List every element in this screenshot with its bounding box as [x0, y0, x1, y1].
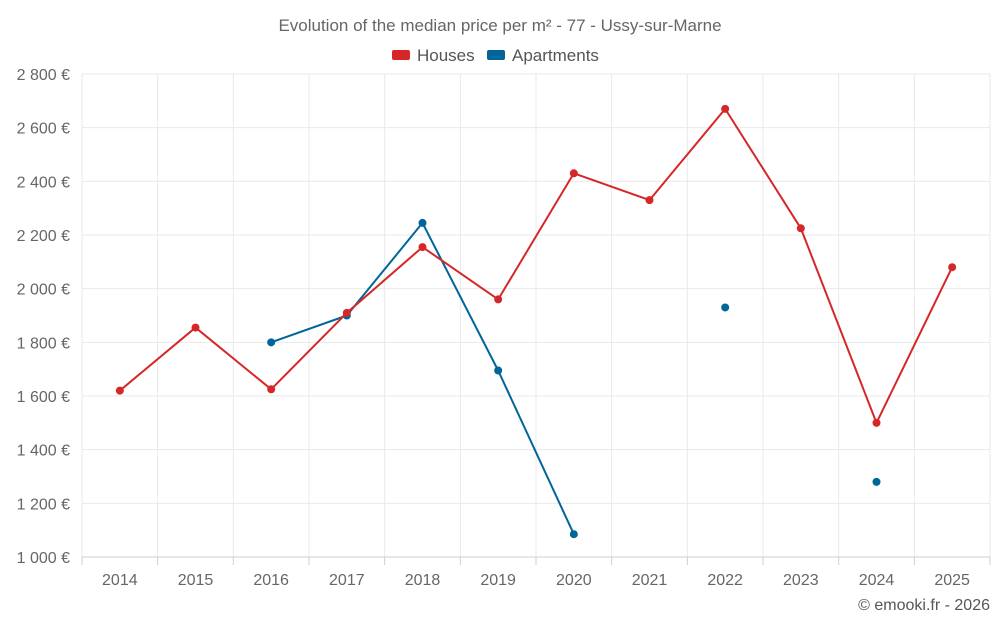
- data-point-houses-2015[interactable]: [191, 323, 200, 332]
- y-tick-label: 1 800 €: [17, 335, 70, 352]
- legend: Houses Apartments: [392, 46, 599, 65]
- x-tick-label: 2022: [707, 572, 743, 589]
- x-tick-label: 2015: [178, 572, 214, 589]
- legend-item-apartments[interactable]: Apartments: [487, 46, 599, 65]
- data-point-apartments-2016[interactable]: [267, 338, 276, 347]
- y-tick-label: 1 600 €: [17, 389, 70, 406]
- y-tick-label: 1 400 €: [17, 443, 70, 460]
- x-tick-label: 2014: [102, 572, 138, 589]
- axes: 1 000 € 1 200 € 1 400 € 1 600 € 1 800 € 2 000…: [17, 67, 991, 589]
- y-tick-label: 2 600 €: [17, 121, 70, 138]
- grid: [81, 73, 991, 557]
- data-point-houses-2024[interactable]: [872, 418, 881, 427]
- y-tick-label: 2 800 €: [17, 67, 70, 84]
- credit-text: © emooki.fr - 2026: [858, 597, 990, 614]
- data-point-houses-2014[interactable]: [115, 386, 124, 395]
- y-tick-label: 1 000 €: [17, 550, 70, 567]
- legend-label: Houses: [417, 46, 475, 65]
- legend-item-houses[interactable]: Houses: [392, 46, 475, 65]
- series-layer: [115, 104, 957, 539]
- x-tick-label: 2025: [934, 572, 970, 589]
- data-point-houses-2021[interactable]: [645, 196, 654, 205]
- data-point-houses-2017[interactable]: [342, 308, 351, 317]
- x-tick-label: 2016: [253, 572, 289, 589]
- x-tick-label: 2023: [783, 572, 819, 589]
- legend-swatch: [487, 50, 505, 60]
- data-point-houses-2016[interactable]: [267, 385, 276, 394]
- data-point-apartments-2022[interactable]: [721, 303, 730, 312]
- data-point-houses-2022[interactable]: [721, 104, 730, 113]
- x-tick-label: 2024: [859, 572, 895, 589]
- data-point-houses-2019[interactable]: [494, 295, 503, 304]
- data-point-houses-2020[interactable]: [569, 169, 578, 178]
- x-tick-label: 2018: [405, 572, 441, 589]
- data-point-apartments-2020[interactable]: [569, 530, 578, 539]
- chart-title: Evolution of the median price per m² - 7…: [278, 16, 721, 35]
- series-line-apartments: [270, 221, 575, 535]
- data-point-apartments-2024[interactable]: [872, 477, 881, 486]
- legend-swatch: [392, 50, 410, 60]
- x-tick-label: 2019: [480, 572, 516, 589]
- y-tick-label: 2 400 €: [17, 174, 70, 191]
- data-point-apartments-2019[interactable]: [494, 366, 503, 375]
- y-tick-label: 1 200 €: [17, 496, 70, 513]
- data-point-houses-2023[interactable]: [796, 224, 805, 233]
- legend-label: Apartments: [512, 46, 599, 65]
- x-tick-label: 2021: [632, 572, 668, 589]
- series-houses: [115, 104, 957, 427]
- y-tick-label: 2 000 €: [17, 282, 70, 299]
- x-tick-label: 2020: [556, 572, 592, 589]
- data-point-houses-2018[interactable]: [418, 243, 427, 252]
- data-point-houses-2025[interactable]: [948, 263, 957, 272]
- data-point-apartments-2018[interactable]: [418, 218, 427, 227]
- series-apartments: [267, 218, 881, 539]
- series-line-houses: [119, 107, 954, 424]
- y-tick-label: 2 200 €: [17, 228, 70, 245]
- x-tick-label: 2017: [329, 572, 365, 589]
